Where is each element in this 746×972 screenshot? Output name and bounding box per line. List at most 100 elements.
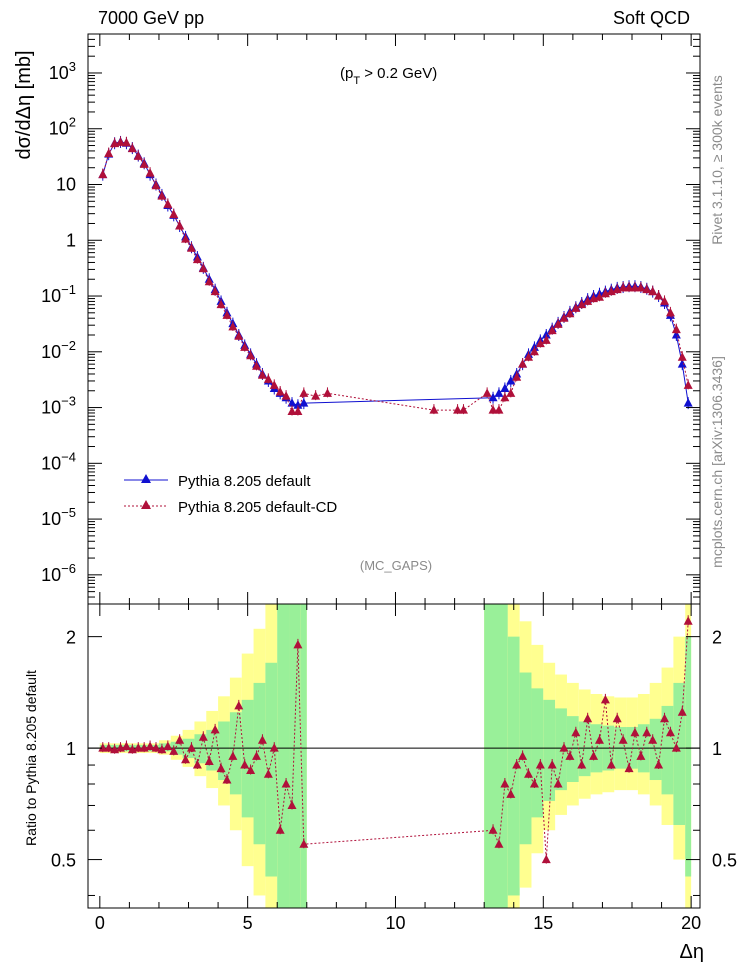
data-point: [151, 180, 161, 190]
data-point: [642, 727, 652, 737]
data-point: [127, 143, 137, 153]
data-point: [198, 732, 208, 741]
band-green-bin: [685, 636, 692, 877]
data-point: [660, 713, 670, 723]
data-point: [322, 388, 332, 397]
y-tick-label: 10−1: [41, 282, 76, 306]
data-point: [571, 303, 581, 312]
data-point: [157, 744, 167, 754]
data-point: [677, 707, 687, 716]
data-point: [175, 221, 185, 230]
data-point: [665, 727, 675, 737]
data-point: [589, 751, 599, 760]
data-point: [524, 352, 534, 361]
y-tick-label: 10−2: [41, 338, 76, 362]
data-point: [594, 735, 604, 744]
data-point: [145, 741, 155, 751]
series-line: [102, 141, 689, 406]
data-point: [269, 380, 279, 389]
data-point: [210, 286, 220, 296]
data-point: [535, 760, 545, 769]
data-point: [299, 388, 309, 397]
data-point: [488, 392, 498, 402]
ratio-bands: [99, 604, 692, 908]
side-rivet-text: Rivet 3.1.10, ≥ 300k events: [709, 75, 725, 245]
data-point: [559, 313, 569, 322]
main-ylabel: dσ/dΔη [mb]: [13, 50, 35, 159]
data-point: [293, 406, 303, 415]
legend-item-default: Pythia 8.205 default: [124, 473, 311, 490]
data-point: [660, 296, 670, 305]
cut-rest: > 0.2 GeV): [360, 65, 437, 82]
data-point: [269, 743, 279, 752]
data-point: [204, 756, 214, 766]
data-point: [429, 405, 439, 414]
data-point: [618, 735, 628, 744]
data-point: [654, 291, 664, 300]
data-point: [216, 763, 226, 773]
ratio-frame: [87, 603, 701, 909]
ratio-y-tick-label-right: 0.5: [712, 851, 737, 871]
band-green-bin: [206, 729, 219, 771]
data-point: [488, 405, 498, 414]
band-green-bin: [566, 716, 579, 782]
data-point: [500, 778, 510, 788]
data-point: [529, 778, 539, 788]
data-point: [163, 741, 173, 751]
data-point: [506, 375, 516, 385]
data-point: [133, 743, 143, 752]
band-green-bin: [484, 604, 496, 908]
analysis-tag: (MC_GAPS): [360, 558, 432, 573]
data-point: [518, 751, 528, 760]
data-point: [175, 735, 185, 744]
data-point: [624, 282, 634, 292]
data-point: [275, 825, 285, 834]
data-point: [524, 769, 534, 778]
data-point: [600, 694, 610, 704]
y-tick-label: 103: [49, 59, 76, 83]
data-point: [565, 308, 575, 318]
data-point: [228, 751, 238, 760]
band-green-bin: [229, 712, 242, 795]
x-tick-label: 5: [243, 913, 253, 933]
data-point: [518, 359, 528, 368]
x-tick-label: 20: [681, 913, 701, 933]
data-point: [648, 735, 658, 744]
data-point: [216, 299, 226, 309]
data-point: [583, 713, 593, 723]
legend-label-default: Pythia 8.205 default: [178, 473, 311, 490]
legend: Pythia 8.205 default Pythia 8.205 defaul…: [124, 473, 337, 516]
data-point: [263, 374, 273, 383]
main-series-group: [98, 135, 693, 418]
data-point: [612, 713, 622, 723]
data-point: [636, 282, 646, 292]
data-point: [121, 137, 131, 147]
data-point: [512, 760, 522, 769]
y-tick-label: 10−6: [41, 561, 76, 585]
cut-sub: T: [353, 75, 360, 87]
data-point: [116, 137, 126, 146]
data-point: [683, 616, 693, 625]
data-point: [252, 361, 262, 370]
data-point: [541, 854, 551, 864]
data-point: [246, 350, 256, 360]
band-green-bin: [300, 604, 307, 908]
data-point: [181, 234, 191, 243]
data-point: [281, 391, 291, 400]
data-point: [299, 398, 309, 407]
data-point: [198, 263, 208, 273]
data-point: [157, 191, 167, 200]
data-point: [293, 639, 303, 649]
band-green-bin: [289, 604, 301, 908]
data-point: [275, 387, 285, 396]
y-tick-label: 10−5: [41, 505, 76, 529]
x-tick-label: 15: [533, 913, 553, 933]
data-point: [642, 284, 652, 294]
data-point: [677, 352, 687, 361]
data-point: [494, 839, 504, 848]
data-point: [181, 754, 191, 764]
side-mcplots-text: mcplots.cern.ch [arXiv:1306.3436]: [709, 356, 725, 568]
data-point: [565, 751, 575, 760]
band-green-bin: [241, 699, 254, 818]
